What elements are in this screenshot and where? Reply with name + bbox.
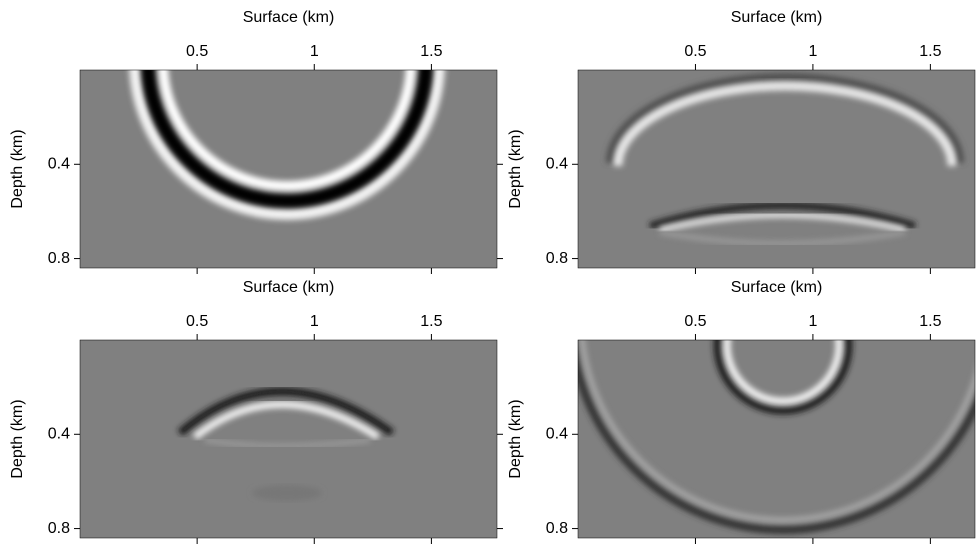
- y-tick-label: 0.4: [48, 426, 70, 443]
- x-axis-label: Surface (km): [243, 9, 335, 26]
- y-tick-label: 0.4: [546, 156, 568, 173]
- wavefield-image: [80, 340, 497, 538]
- plot-frame: [577, 69, 976, 269]
- x-tick-label: 0.5: [684, 43, 706, 60]
- y-tick-label: 0.8: [48, 520, 70, 537]
- x-tick-label: 1.5: [919, 313, 941, 330]
- y-axis-label: Depth (km): [507, 399, 524, 478]
- y-tick-label: 0.4: [546, 426, 568, 443]
- wavefield-image: [578, 70, 975, 268]
- plot-frame: [79, 339, 498, 539]
- x-tick-label: 1: [310, 43, 319, 60]
- x-tick-label: 1: [310, 313, 319, 330]
- y-tick-label: 0.8: [546, 520, 568, 537]
- x-tick-label: 0.5: [684, 313, 706, 330]
- y-tick-label: 0.8: [546, 250, 568, 267]
- y-axis-label: Depth (km): [9, 129, 26, 208]
- x-axis-label: Surface (km): [243, 279, 335, 296]
- wavefield-image: [80, 70, 497, 268]
- y-tick-label: 0.8: [48, 250, 70, 267]
- x-tick-label: 1.5: [919, 43, 941, 60]
- y-axis-label: Depth (km): [507, 129, 524, 208]
- y-axis-label: Depth (km): [9, 399, 26, 478]
- x-axis-label: Surface (km): [731, 279, 823, 296]
- plot-frame: [577, 339, 976, 539]
- y-tick-label: 0.4: [48, 156, 70, 173]
- wavefield-image: [578, 340, 975, 538]
- x-tick-label: 1: [808, 43, 817, 60]
- x-tick-label: 1.5: [420, 313, 442, 330]
- x-tick-label: 1: [808, 313, 817, 330]
- x-tick-label: 1.5: [420, 43, 442, 60]
- x-tick-label: 0.5: [186, 43, 208, 60]
- x-tick-label: 0.5: [186, 313, 208, 330]
- x-axis-label: Surface (km): [731, 9, 823, 26]
- plot-frame: [79, 69, 498, 269]
